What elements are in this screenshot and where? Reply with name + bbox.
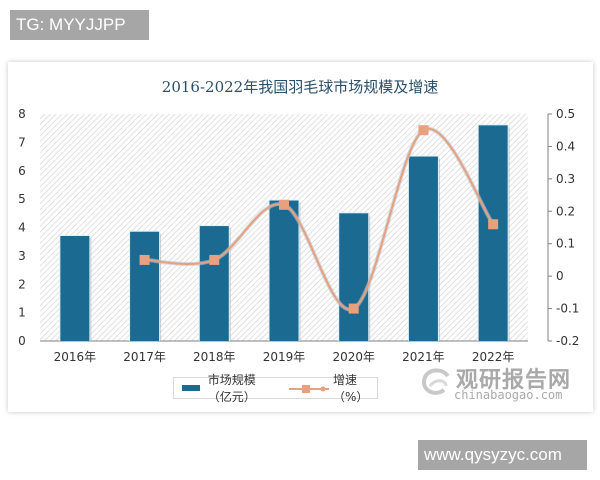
line-marker xyxy=(418,125,429,136)
left-axis: 0 1 2 3 4 5 6 7 8 xyxy=(18,107,26,348)
line-marker xyxy=(488,219,499,230)
legend-line-marker-icon xyxy=(288,383,329,393)
line-marker xyxy=(139,254,150,265)
line-marker xyxy=(209,254,220,265)
bar xyxy=(130,231,160,341)
line-marker xyxy=(348,303,359,314)
swirl-logo-icon xyxy=(421,368,450,395)
legend-bar-label: 市场规模（亿元） xyxy=(207,373,256,404)
right-tick-label: 0.2 xyxy=(556,204,575,218)
left-tick-label: 0 xyxy=(18,334,26,348)
left-tick-label: 5 xyxy=(18,192,26,206)
watermark-tag-bottom: www.qysyzyc.com xyxy=(418,440,587,470)
x-tick-label: 2020年 xyxy=(332,350,375,364)
x-tick-label: 2017年 xyxy=(123,350,166,364)
bar xyxy=(269,200,299,341)
legend-bar-swatch xyxy=(182,385,200,391)
bar xyxy=(339,213,369,341)
legend-line-label: 增速（%） xyxy=(332,373,369,404)
logo-url: chinabaogao.com xyxy=(454,388,563,402)
x-tick-label: 2022年 xyxy=(472,350,515,364)
x-tick-label: 2019年 xyxy=(263,350,306,364)
right-tick-label: 0.3 xyxy=(556,172,575,186)
right-tick-label: 0.5 xyxy=(556,107,575,121)
line-series xyxy=(139,125,499,314)
x-tick-label: 2016年 xyxy=(54,350,97,364)
left-tick-label: 8 xyxy=(18,107,26,121)
bar-series xyxy=(59,124,510,341)
right-tick-label: 0.4 xyxy=(556,139,575,153)
right-tick-label: 0 xyxy=(556,269,564,283)
left-tick-label: 4 xyxy=(18,221,26,235)
right-tick-label: -0.1 xyxy=(556,302,579,316)
line-marker xyxy=(279,199,289,210)
chinabaogao-watermark: 观研报告网 chinabaogao.com xyxy=(418,362,593,407)
logo-text: 观研报告网 xyxy=(456,368,572,393)
left-tick-label: 3 xyxy=(18,249,26,263)
left-tick-label: 2 xyxy=(18,277,26,291)
bar xyxy=(408,156,438,341)
chart-title: 2016-2022年我国羽毛球市场规模及增速 xyxy=(161,78,439,96)
x-axis-labels: 2016年 2017年 2018年 2019年 2020年 2021年 2022年 xyxy=(54,350,515,364)
left-tick-label: 6 xyxy=(18,164,26,178)
right-axis: 0.5 0.4 0.3 0.2 0.1 0 -0.1 -0.2 xyxy=(547,107,579,348)
right-tick-label: -0.2 xyxy=(556,334,579,348)
bar xyxy=(60,236,90,341)
x-tick-label: 2018年 xyxy=(193,350,236,364)
bar xyxy=(478,125,508,341)
bar xyxy=(199,226,229,341)
left-tick-label: 1 xyxy=(18,306,26,320)
right-tick-label: 0.1 xyxy=(556,237,575,251)
x-tick-label: 2021年 xyxy=(402,350,445,364)
left-tick-label: 7 xyxy=(18,135,26,149)
legend: 市场规模（亿元） 增速（%） xyxy=(173,373,378,404)
watermark-tag-top: TG: MYYJJPP xyxy=(10,10,149,40)
